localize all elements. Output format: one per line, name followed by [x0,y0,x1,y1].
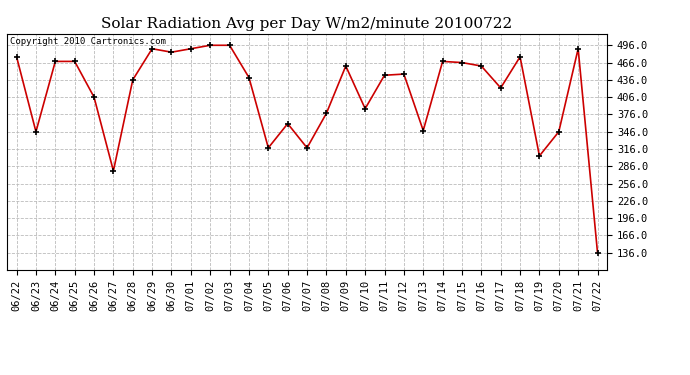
Text: Copyright 2010 Cartronics.com: Copyright 2010 Cartronics.com [10,37,166,46]
Title: Solar Radiation Avg per Day W/m2/minute 20100722: Solar Radiation Avg per Day W/m2/minute … [101,17,513,31]
